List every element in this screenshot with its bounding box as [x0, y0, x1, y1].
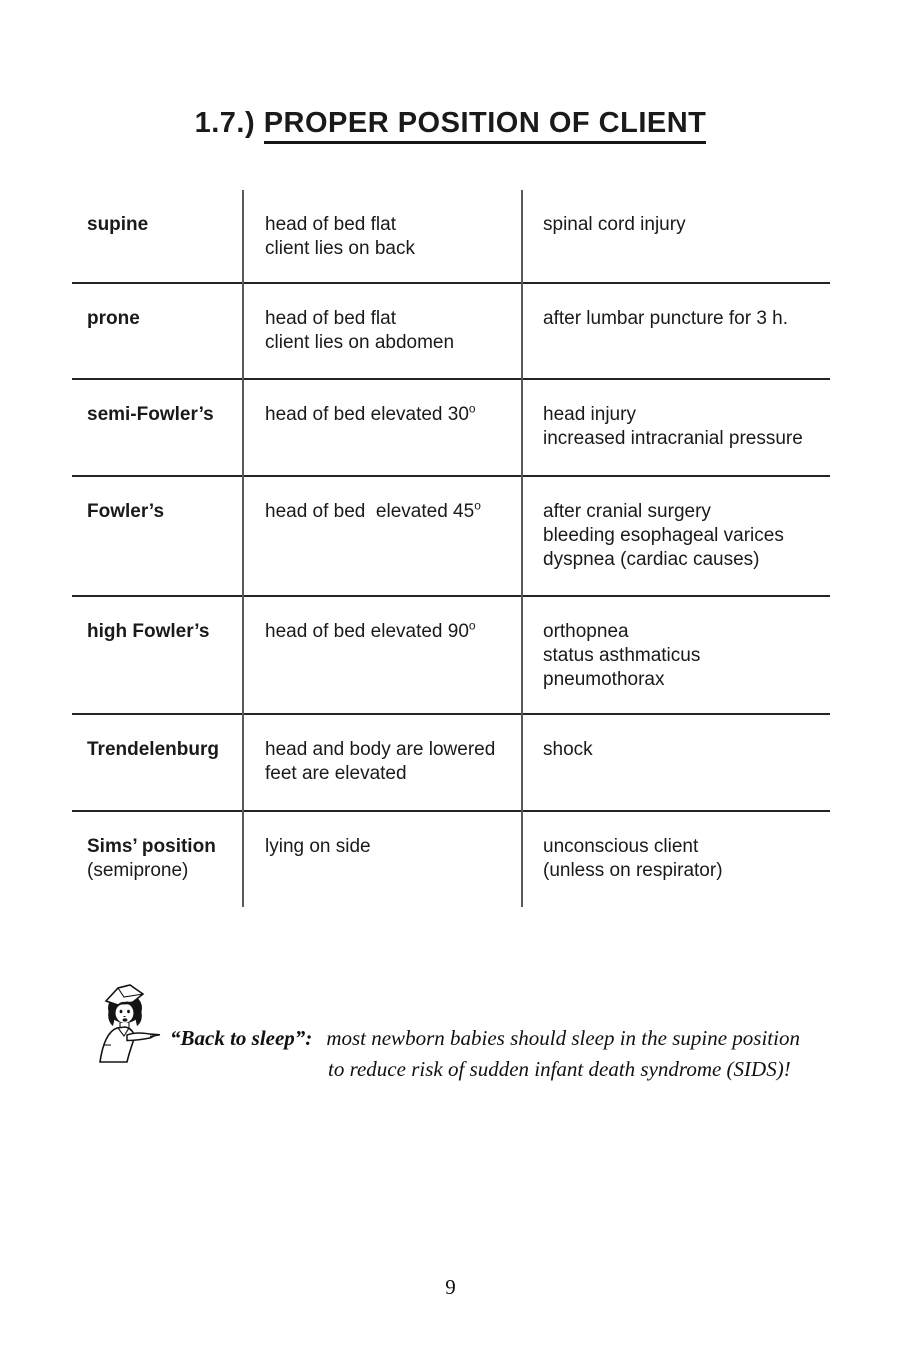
description-cell: head of bed elevated 45o: [265, 498, 481, 522]
degree-superscript: o: [474, 498, 481, 513]
description-cell: head of bed flat client lies on back: [265, 214, 415, 259]
position-cell: Sims’ position (semiprone): [72, 812, 244, 907]
page-title: 1.7.) PROPER POSITION OF CLIENT: [0, 106, 901, 144]
page-number: 9: [445, 1275, 456, 1299]
position-label: Trendelenburg: [87, 739, 219, 760]
note-text: “Back to sleep”: most newborn babies shou…: [170, 1023, 800, 1085]
note-line-2: to reduce risk of sudden infant death sy…: [328, 1057, 791, 1081]
indication-cell: after cranial surgery bleeding esophagea…: [543, 501, 784, 570]
indication-cell: spinal cord injury: [543, 214, 686, 235]
title-text: PROPER POSITION OF CLIENT: [263, 107, 707, 144]
description-cell: head of bed elevated 90o: [265, 618, 476, 642]
position-label: Fowler’s: [87, 501, 165, 522]
indication-cell: head injury increased intracranial press…: [543, 404, 803, 449]
degree-superscript: o: [468, 401, 476, 416]
position-label: Sims’ position: [87, 836, 216, 857]
indication-cell: after lumbar puncture for 3 h.: [543, 308, 789, 329]
positions-table: supine head of bed flat client lies on b…: [72, 190, 830, 907]
table-row: supine head of bed flat client lies on b…: [72, 190, 830, 284]
indication-cell: unconscious client (unless on respirator…: [543, 836, 723, 881]
position-label: semi-Fowler’s: [87, 404, 214, 425]
description-cell: head and body are lowered feet are eleva…: [265, 739, 496, 784]
table-row: Sims’ position (semiprone) lying on side…: [72, 812, 830, 907]
description-cell: lying on side: [265, 836, 371, 857]
note-line-1: “Back to sleep”: most newborn babies shou…: [170, 1026, 800, 1050]
position-cell: high Fowler’s: [72, 597, 244, 713]
description-cell: head of bed flat client lies on abdomen: [265, 308, 455, 353]
indication-cell: shock: [543, 739, 593, 760]
back-to-sleep-note: “Back to sleep”: most newborn babies shou…: [87, 983, 827, 1093]
description-cell: head of bed elevated 30o: [265, 401, 476, 425]
position-sublabel: (semiprone): [87, 860, 189, 881]
position-label: high Fowler’s: [87, 621, 210, 642]
column-divider: [242, 190, 244, 907]
table-row: Fowler’s head of bed elevated 45o after …: [72, 477, 830, 597]
position-cell: semi-Fowler’s: [72, 380, 244, 475]
position-cell: prone: [72, 284, 244, 378]
position-label: prone: [87, 308, 140, 329]
table-row: high Fowler’s head of bed elevated 90o o…: [72, 597, 830, 715]
table-row: semi-Fowler’s head of bed elevated 30o h…: [72, 380, 830, 477]
title-number: 1.7.): [194, 107, 256, 139]
position-label: supine: [87, 214, 149, 235]
position-cell: Fowler’s: [72, 477, 244, 595]
position-cell: Trendelenburg: [72, 715, 244, 810]
degree-superscript: o: [468, 618, 476, 633]
indication-cell: orthopnea status asthmaticus pneumothora…: [543, 621, 701, 690]
table-row: Trendelenburg head and body are lowered …: [72, 715, 830, 812]
nurse-pointing-icon: [99, 984, 161, 1063]
position-cell: supine: [72, 190, 244, 282]
note-label: “Back to sleep”:: [170, 1026, 313, 1050]
column-divider: [521, 190, 523, 907]
table-row: prone head of bed flat client lies on ab…: [72, 284, 830, 380]
